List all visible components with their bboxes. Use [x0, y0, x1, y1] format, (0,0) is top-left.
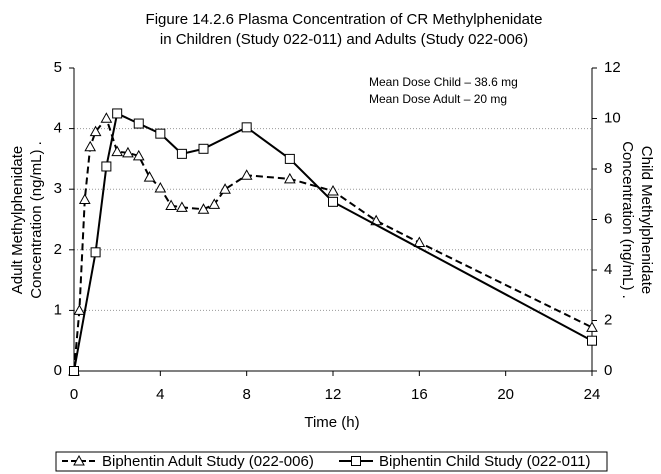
series-line — [73, 112, 593, 372]
marker — [132, 149, 145, 161]
y2-axis-label: Concentration (ng/mL) . — [619, 141, 636, 299]
marker — [328, 196, 338, 207]
marker — [197, 203, 210, 214]
marker — [176, 201, 188, 212]
marker — [84, 140, 97, 152]
y-tick-label: 0 — [54, 362, 62, 379]
marker — [284, 153, 295, 164]
y-tick-label: 3 — [54, 180, 62, 197]
marker — [241, 122, 252, 133]
y-axis-label: Adult Methylphenidate — [9, 146, 26, 294]
marker — [111, 145, 124, 157]
marker — [101, 161, 112, 172]
marker — [586, 321, 598, 332]
marker — [90, 247, 101, 258]
marker — [413, 236, 426, 248]
y2-tick-label: 2 — [604, 311, 612, 328]
y-axis-label: Concentration (ng/mL) . — [28, 141, 45, 299]
marker — [327, 184, 339, 196]
marker — [219, 183, 231, 194]
y-tick-label: 4 — [54, 120, 62, 137]
annotation: Mean Dose Child – 38.6 mg — [369, 75, 518, 89]
marker — [133, 118, 144, 129]
legend-marker — [351, 456, 361, 466]
legend-label: Biphentin Adult Study (022-006) — [102, 453, 314, 470]
legend-label: Biphentin Child Study (022-011) — [379, 453, 591, 470]
marker — [112, 108, 123, 119]
marker — [154, 181, 167, 193]
x-tick-label: 8 — [242, 386, 250, 403]
annotation: Mean Dose Adult – 20 mg — [369, 92, 507, 106]
x-tick-label: 0 — [70, 386, 78, 403]
x-tick-label: 4 — [156, 386, 164, 403]
y2-tick-label: 4 — [604, 261, 612, 278]
marker — [240, 169, 253, 180]
y-tick-label: 2 — [54, 241, 62, 258]
marker — [78, 193, 91, 205]
x-tick-label: 12 — [325, 386, 342, 403]
x-axis-label: Time (h) — [304, 414, 359, 431]
series-line — [73, 116, 593, 372]
marker — [155, 128, 166, 139]
marker — [198, 143, 209, 154]
chart-title: in Children (Study 022-011) and Adults (… — [160, 31, 528, 48]
legend-box — [55, 451, 608, 472]
marker — [122, 146, 134, 158]
y2-tick-label: 12 — [604, 59, 621, 76]
chart-title: Figure 14.2.6 Plasma Concentration of CR… — [146, 11, 543, 28]
y2-axis-label: Child Methylphenidate — [638, 146, 655, 294]
marker — [165, 199, 177, 211]
marker — [143, 171, 156, 182]
y2-tick-label: 6 — [604, 210, 612, 227]
x-tick-label: 16 — [411, 386, 428, 403]
marker — [176, 148, 187, 159]
marker — [100, 112, 113, 123]
marker — [73, 304, 86, 315]
y-tick-label: 5 — [54, 59, 62, 76]
marker — [208, 198, 221, 209]
y-tick-label: 1 — [54, 301, 62, 318]
y2-tick-label: 8 — [604, 160, 612, 177]
x-tick-label: 20 — [497, 386, 514, 403]
legend-marker — [73, 454, 85, 466]
y2-tick-label: 10 — [604, 109, 621, 126]
x-tick-label: 24 — [584, 386, 601, 403]
marker — [69, 366, 79, 376]
marker — [283, 172, 296, 184]
y2-tick-label: 0 — [604, 362, 612, 379]
marker — [587, 335, 597, 346]
marker — [89, 125, 102, 137]
